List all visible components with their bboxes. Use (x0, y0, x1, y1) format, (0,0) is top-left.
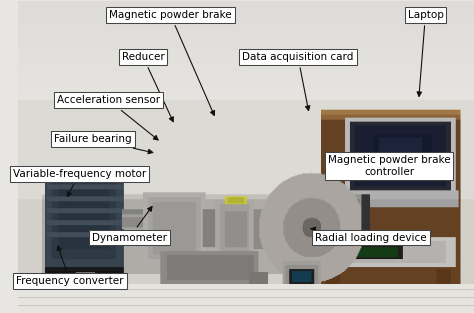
Text: Radial loading device: Radial loading device (311, 227, 427, 243)
Text: Data acquisition card: Data acquisition card (242, 52, 354, 110)
Text: Frequency converter: Frequency converter (17, 246, 124, 286)
Text: Dynamometer: Dynamometer (92, 207, 167, 243)
Text: Variable-frequency motor: Variable-frequency motor (13, 169, 146, 197)
Text: Acceleration sensor: Acceleration sensor (57, 95, 160, 140)
Text: Magnetic powder brake: Magnetic powder brake (109, 10, 232, 115)
Text: Magnetic powder brake
controller: Magnetic powder brake controller (328, 155, 450, 177)
Text: Reducer: Reducer (122, 52, 173, 122)
Text: Failure bearing: Failure bearing (54, 134, 153, 154)
Text: Laptop: Laptop (408, 10, 443, 96)
